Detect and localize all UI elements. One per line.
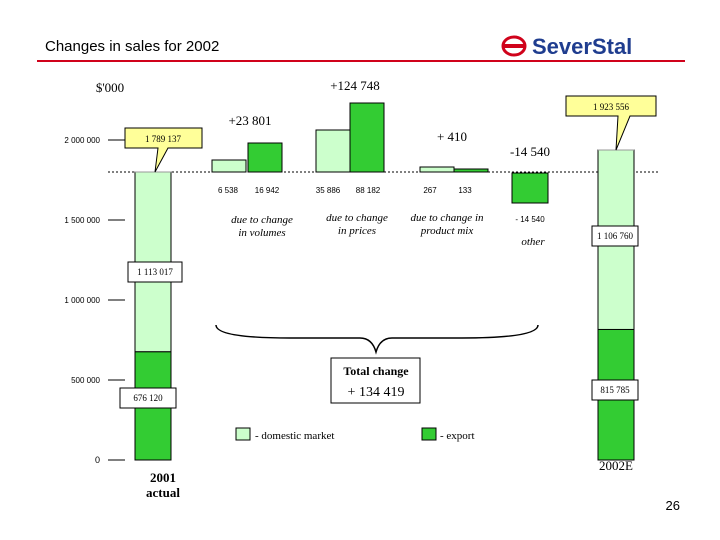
change-value-label: 6 538 [218, 186, 239, 195]
change-category-label: due to change in product mix [410, 212, 484, 237]
change-total-label: + 410 [437, 129, 467, 144]
change-category-label: due to change in prices [326, 212, 388, 237]
label-end-domestic-label: 1 106 760 [597, 231, 634, 241]
label-start-domestic-label: 1 113 017 [137, 267, 173, 277]
page-title: Changes in sales for 2002 [45, 38, 220, 55]
change-value-label: 16 942 [255, 186, 280, 195]
page-number: 26 [665, 498, 680, 513]
change-value-label: 35 886 [316, 186, 341, 195]
unit-label: $'000 [96, 80, 124, 95]
y-tick-label: 500 000 [71, 376, 100, 385]
y-tick-label: 0 [95, 455, 100, 465]
label-end-domestic [591, 225, 639, 247]
bar-category-label: 2001 actual [146, 470, 180, 500]
change-category-label: other [521, 236, 545, 248]
label-start-domestic [127, 261, 183, 283]
y-tick-label: 1 500 000 [64, 216, 100, 225]
title-underline [37, 60, 685, 62]
bar-category-label: 2002E [599, 458, 633, 473]
total-change-label: Total change [343, 364, 409, 378]
severstal-logo: SeverStal [501, 34, 632, 59]
change-bar-domestic [419, 166, 455, 173]
change-value-label: 88 182 [356, 186, 381, 195]
change-value-label: - 14 540 [515, 215, 545, 224]
svg-text:SeverStal: SeverStal [532, 34, 632, 59]
change-bar-export [247, 142, 283, 173]
legend-swatch-domestic [235, 427, 251, 441]
callout-end-total-label: 1 923 556 [593, 102, 630, 112]
change-total-label: +124 748 [330, 78, 380, 93]
change-value-label: 133 [458, 186, 472, 195]
change-total-label: +23 801 [228, 113, 271, 128]
brace [215, 324, 539, 355]
y-tick-label: 1 000 000 [64, 296, 100, 305]
y-tick-label: 2 000 000 [64, 136, 100, 145]
callout-end-total [565, 95, 657, 151]
label-start-export-label: 676 120 [133, 393, 163, 403]
change-bar-export [349, 102, 385, 173]
legend-label-domestic: - domestic market [255, 430, 334, 442]
change-category-label: due to change in volumes [231, 214, 293, 239]
label-end-export-label: 815 785 [600, 385, 630, 395]
callout-start-total [124, 127, 203, 173]
change-bar-domestic [211, 159, 247, 173]
label-end-export [591, 379, 639, 401]
total-change-value: + 134 419 [348, 385, 405, 400]
callout-start-total-label: 1 789 137 [145, 134, 182, 144]
legend-label-export: - export [440, 430, 475, 442]
legend-swatch-export [421, 427, 437, 441]
change-total-label: -14 540 [510, 144, 550, 159]
total-change-box [330, 357, 421, 404]
change-bar-domestic [315, 129, 351, 173]
change-bar-export [453, 168, 489, 173]
label-start-export [119, 387, 177, 409]
change-value-label: 267 [423, 186, 437, 195]
change-bar-other [511, 172, 549, 204]
